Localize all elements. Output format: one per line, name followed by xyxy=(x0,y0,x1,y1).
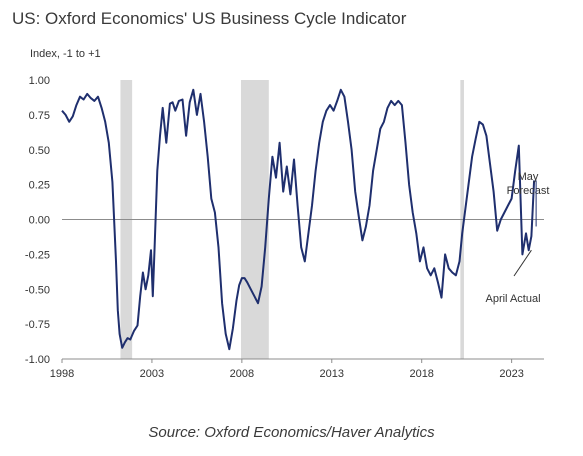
chart-source: Source: Oxford Economics/Haver Analytics xyxy=(148,424,435,441)
y-tick-label: 0.75 xyxy=(29,110,50,122)
annotation-actual-label: April Actual xyxy=(485,293,540,305)
y-tick-label: 0.00 xyxy=(29,215,50,227)
x-tick-label: 1998 xyxy=(50,368,74,380)
y-tick-label: -0.50 xyxy=(25,284,50,296)
y-tick-label: -0.25 xyxy=(25,249,50,261)
y-tick-label: 1.00 xyxy=(29,75,50,87)
x-tick-label: 2003 xyxy=(140,368,164,380)
y-tick-label: -1.00 xyxy=(25,354,50,366)
x-tick-label: 2008 xyxy=(230,368,254,380)
x-tick-label: 2023 xyxy=(499,368,523,380)
y-tick-label: -0.75 xyxy=(25,319,50,331)
y-axis-label: Index, -1 to +1 xyxy=(30,48,101,60)
y-tick-label: 0.50 xyxy=(29,145,50,157)
series-line xyxy=(61,88,536,351)
business-cycle-chart: 1.00 0.75 0.50 0.25 0.00 -0.25 -0.50 -0.75 -1.00… xyxy=(25,75,550,380)
annotation-forecast-line1: May xyxy=(518,171,539,183)
y-tick-label: 0.25 xyxy=(29,180,50,192)
annotation-forecast-line2: Forecast xyxy=(507,185,550,197)
x-tick-label: 2018 xyxy=(409,368,433,380)
chart-title: US: Oxford Economics' US Business Cycle … xyxy=(12,9,407,28)
annotation-actual-pointer xyxy=(513,249,532,277)
x-tick-label: 2013 xyxy=(320,368,344,380)
